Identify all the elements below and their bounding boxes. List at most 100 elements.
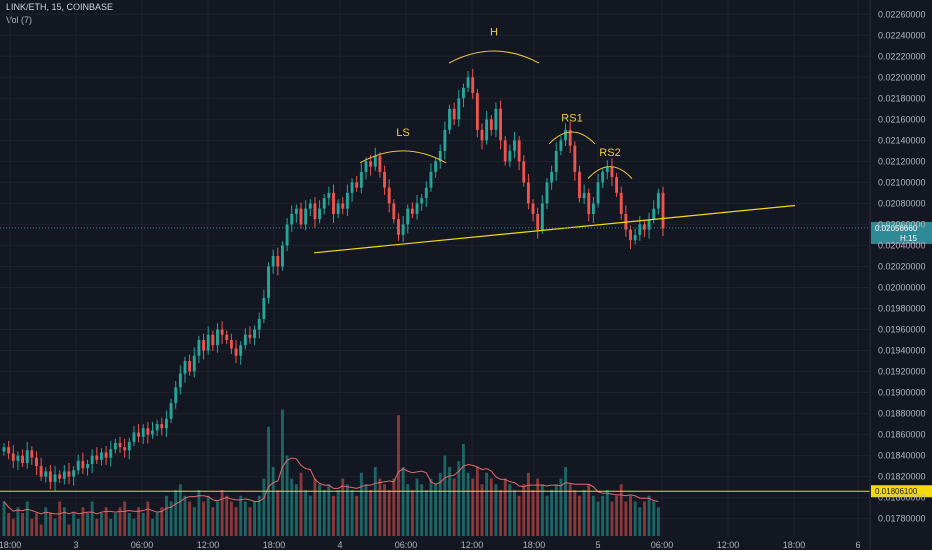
candle (647, 212, 651, 239)
volume-bar (90, 501, 94, 536)
candle (313, 197, 317, 229)
volume-bar (471, 478, 475, 536)
volume-bar (605, 490, 609, 536)
volume-bar (86, 513, 89, 536)
volume-bar (16, 507, 20, 536)
volume-bar (559, 478, 563, 536)
volume-bar (48, 513, 52, 536)
volume-bar (387, 490, 391, 536)
x-tick-label: 3 (73, 540, 78, 550)
volume-bar (475, 467, 479, 536)
candle (615, 172, 619, 198)
candle (605, 160, 609, 180)
candle (141, 424, 145, 445)
candle (25, 441, 29, 469)
volume-bar (624, 501, 628, 536)
neckline-trendline[interactable] (313, 204, 796, 254)
volume-bar (415, 478, 419, 536)
candle (318, 200, 322, 224)
candle (53, 466, 57, 491)
candle (499, 100, 503, 150)
candle (229, 333, 233, 355)
pattern-arc[interactable] (448, 50, 540, 64)
candle (188, 354, 192, 376)
y-tick-label: 0.01820000 (878, 472, 926, 482)
volume-bar (123, 501, 127, 536)
candle (494, 102, 498, 138)
candle (206, 326, 210, 355)
candle (410, 202, 414, 219)
x-tick-label: 12:00 (461, 540, 484, 550)
volume-bar (132, 518, 136, 536)
volume-bar (406, 484, 410, 536)
volume-bar (591, 495, 595, 536)
volume-bar (146, 501, 150, 536)
pattern-arc[interactable] (587, 166, 633, 179)
volume-bar (188, 501, 192, 536)
candle (67, 462, 71, 484)
candle (294, 204, 298, 223)
candle (39, 457, 43, 481)
candle (290, 205, 294, 232)
candle (591, 197, 595, 223)
volume-bar (647, 495, 651, 536)
volume-bar (355, 495, 359, 536)
candle (58, 470, 62, 483)
volume-bar (615, 495, 619, 536)
candle (299, 202, 303, 229)
candle (471, 68, 475, 99)
pattern-arc[interactable] (548, 131, 596, 145)
candle (448, 104, 451, 135)
volume-bar (656, 507, 660, 536)
candle (11, 445, 15, 469)
volume-bar (234, 507, 238, 536)
volume-bar (183, 495, 187, 536)
candle (285, 218, 289, 252)
volume-bar (452, 478, 456, 536)
y-tick-label: 0.01840000 (878, 451, 926, 461)
candle (123, 438, 127, 458)
candle (485, 110, 489, 145)
volume-bar (285, 455, 289, 536)
candle (192, 347, 196, 378)
volume-bar (378, 478, 382, 536)
y-tick-label: 0.01880000 (878, 409, 926, 419)
volume-bar (373, 467, 377, 536)
candle (146, 421, 150, 444)
volume-bar (410, 490, 414, 536)
y-tick-label: 0.02040000 (878, 240, 926, 250)
candle (234, 340, 238, 364)
candle (596, 173, 600, 208)
candle (601, 167, 605, 189)
candle (327, 186, 331, 206)
volume-bar (304, 490, 308, 536)
candle (225, 330, 229, 345)
volume-bar (100, 513, 103, 536)
candle (359, 163, 363, 194)
candle (239, 341, 243, 365)
candle (164, 410, 168, 438)
candle (35, 451, 38, 476)
candle (253, 325, 257, 346)
x-tick-label: 18:00 (523, 540, 546, 550)
candle (401, 216, 405, 243)
candle (364, 157, 368, 180)
pattern-arc[interactable] (359, 150, 447, 164)
volume-bar (341, 478, 345, 536)
volume-bar (327, 484, 331, 536)
volume-indicator-label: Vol (7) (6, 15, 33, 25)
candle (86, 459, 89, 476)
candle (21, 449, 25, 468)
x-tick-label: 06:00 (651, 540, 674, 550)
x-tick-label: 6 (855, 540, 860, 550)
y-tick-label: 0.02160000 (878, 114, 926, 124)
x-tick-label: 12:00 (197, 540, 220, 550)
y-tick-label: 0.01860000 (878, 430, 926, 440)
volume-bar (596, 501, 600, 536)
volume-bar (550, 490, 554, 536)
candle (30, 446, 34, 466)
candle (345, 184, 349, 217)
volume-bar (72, 513, 76, 536)
volume-bar (531, 490, 535, 536)
